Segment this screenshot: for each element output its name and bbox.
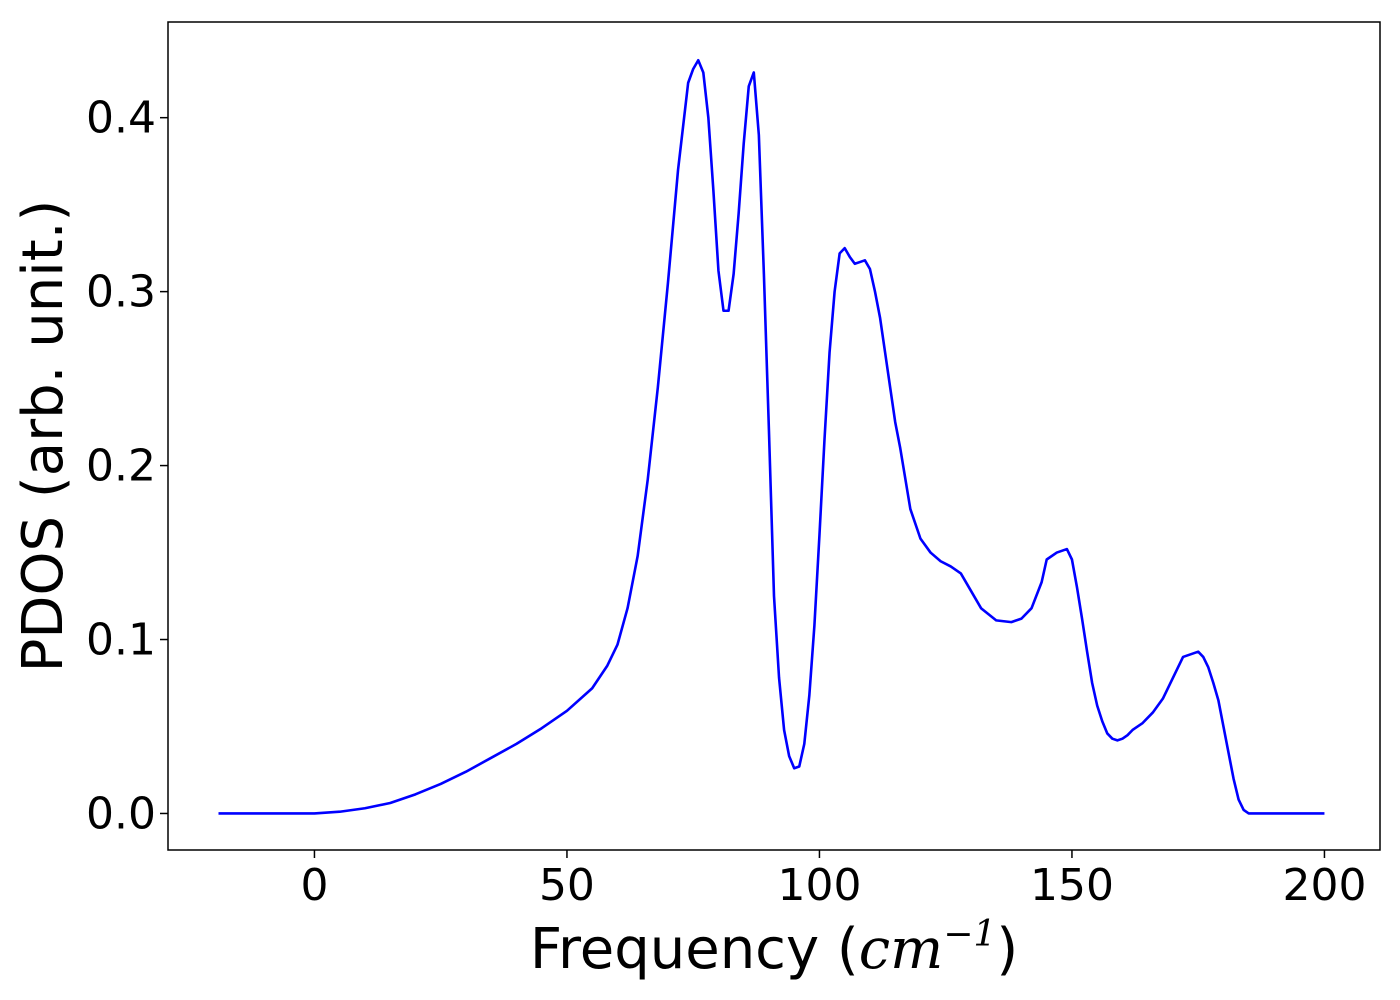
x-tick-label: 100 <box>777 860 861 911</box>
y-tick-label: 0.2 <box>86 441 156 492</box>
y-axis-label: PDOS (arb. unit.) <box>11 200 76 673</box>
x-tick-label: 0 <box>300 860 328 911</box>
x-tick-label: 150 <box>1030 860 1114 911</box>
y-tick-label: 0.1 <box>86 615 156 666</box>
y-axis-ticks: 0.0 0.1 0.2 0.3 0.4 <box>86 93 168 839</box>
x-tick-label: 200 <box>1282 860 1366 911</box>
x-axis-label-suffix: ) <box>996 917 1018 982</box>
x-axis-label-unit: cm <box>859 917 943 982</box>
y-tick-label: 0.3 <box>86 267 156 318</box>
plot-area <box>218 58 1325 815</box>
x-axis-label-prefix: Frequency ( <box>530 917 859 982</box>
x-axis-label-exponent: −1 <box>943 914 996 955</box>
y-tick-label: 0.4 <box>86 93 156 144</box>
x-tick-label: 50 <box>539 860 595 911</box>
plot-frame <box>167 21 1381 851</box>
y-tick-label: 0.0 <box>86 788 156 839</box>
pdos-series-line <box>218 58 1325 815</box>
x-axis-label: Frequency (cm−1) <box>530 914 1018 982</box>
x-axis-ticks: 0 50 100 150 200 <box>300 850 1366 911</box>
